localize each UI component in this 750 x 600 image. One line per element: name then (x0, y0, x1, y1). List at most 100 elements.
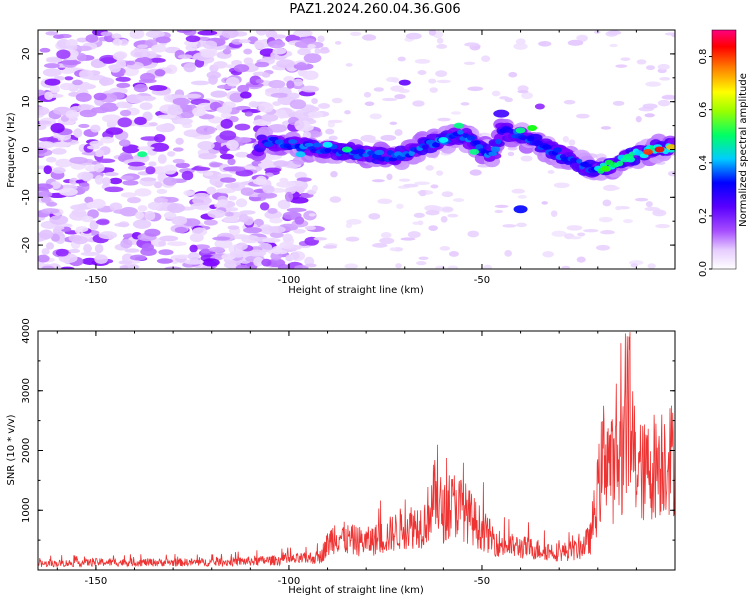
heatmap-cell (254, 61, 270, 68)
heatmap-cell (583, 228, 599, 233)
heatmap-cell (101, 114, 122, 123)
heatmap-cell (596, 244, 611, 251)
heatmap-cell (402, 183, 419, 188)
heatmap-cell (255, 78, 264, 84)
heatmap-cell (236, 137, 252, 144)
heatmap-cell (229, 250, 247, 258)
heatmap-cell (209, 176, 225, 187)
heatmap-cell (158, 249, 174, 256)
heatmap-cell (551, 230, 567, 237)
heatmap-cell (167, 203, 186, 213)
heatmap-cell (38, 124, 47, 130)
heatmap-cell (566, 225, 583, 231)
heatmap-cell (115, 76, 131, 82)
heatmap-cell (94, 254, 108, 265)
heatmap-cell (534, 103, 545, 110)
heatmap-cell (576, 158, 583, 164)
heatmap-cell (664, 32, 675, 36)
heatmap-cell (144, 228, 161, 237)
heatmap-cell (322, 141, 333, 148)
heatmap-cell (149, 122, 158, 127)
heatmap-cell (145, 30, 165, 38)
heatmap-cell (602, 199, 612, 207)
heatmap-cell (304, 263, 317, 268)
heatmap-cell (239, 210, 256, 215)
heatmap-cell (290, 251, 306, 261)
heatmap-cell (394, 94, 406, 100)
heatmap-cell (447, 213, 459, 218)
heatmap-cell (646, 65, 655, 71)
heatmap-cell (667, 170, 675, 177)
heatmap-cell (241, 235, 260, 244)
heatmap-cell (334, 41, 342, 45)
heatmap-cell (264, 167, 282, 173)
heatmap-cell (212, 236, 231, 241)
heatmap-cell (428, 78, 437, 84)
heatmap-cell (215, 188, 236, 194)
colorbar-tick-label: 0.6 (698, 102, 709, 118)
heatmap-cell (226, 139, 239, 150)
heatmap-cell (81, 215, 94, 223)
heatmap-cell (600, 126, 612, 130)
heatmap-cell (227, 158, 236, 166)
heatmap-cell (50, 84, 60, 94)
heatmap-cell (69, 156, 89, 164)
heatmap-cell (207, 209, 226, 219)
heatmap-cell (55, 158, 72, 168)
heatmap-cell (104, 172, 119, 177)
heatmap-cell (244, 111, 253, 117)
heatmap-cell (436, 79, 451, 84)
heatmap-cell (267, 258, 286, 268)
heatmap-cell (657, 99, 671, 107)
heatmap-cell (151, 44, 167, 53)
heatmap-cell (417, 70, 427, 75)
heatmap-cell (372, 243, 388, 248)
heatmap-cell (221, 30, 239, 39)
heatmap-cell (109, 64, 121, 73)
heatmap-cell (276, 59, 296, 69)
heatmap-cell (112, 52, 126, 61)
heatmap-cell (287, 92, 300, 100)
heatmap-cell (225, 207, 239, 212)
heatmap-cell (174, 226, 188, 234)
heatmap-cell (220, 153, 234, 160)
heatmap-cell (437, 117, 451, 122)
heatmap-cell (644, 206, 660, 212)
heatmap-cell (620, 57, 631, 61)
heatmap-cell (195, 125, 216, 135)
spectrogram-y-axis-label: Frequency (Hz) (6, 112, 17, 188)
heatmap-cell (133, 83, 148, 93)
heatmap-cell (607, 30, 622, 35)
heatmap-cell (235, 264, 249, 269)
heatmap-cell (240, 187, 255, 196)
heatmap-cell (172, 147, 184, 152)
snr-line-layer (38, 332, 675, 568)
heatmap-cell (216, 106, 232, 114)
heatmap-cell (322, 245, 338, 249)
heatmap-cell (154, 198, 169, 203)
heatmap-cell (327, 119, 343, 124)
heatmap-cell (135, 211, 145, 220)
heatmap-cell (328, 135, 338, 141)
heatmap-cell (311, 97, 318, 104)
heatmap-cell (60, 69, 74, 74)
heatmap-cell (398, 178, 411, 182)
x-tick-label: -100 (278, 275, 301, 286)
heatmap-cell (76, 45, 92, 52)
heatmap-cell (175, 162, 190, 169)
heatmap-cell (661, 95, 675, 100)
heatmap-cell (89, 140, 104, 147)
heatmap-cell (122, 144, 140, 154)
heatmap-cell (65, 45, 80, 51)
heatmap-cell (120, 239, 133, 249)
heatmap-cell (90, 106, 109, 114)
heatmap-cell (55, 248, 69, 257)
heatmap-cell (520, 155, 533, 162)
heatmap-cell (429, 87, 438, 93)
snr-plot-area (38, 331, 675, 570)
x-tick-label: -150 (85, 275, 108, 286)
y-tick-label: 20 (21, 48, 32, 61)
heatmap-cell (113, 209, 133, 215)
heatmap-cell (50, 122, 65, 133)
